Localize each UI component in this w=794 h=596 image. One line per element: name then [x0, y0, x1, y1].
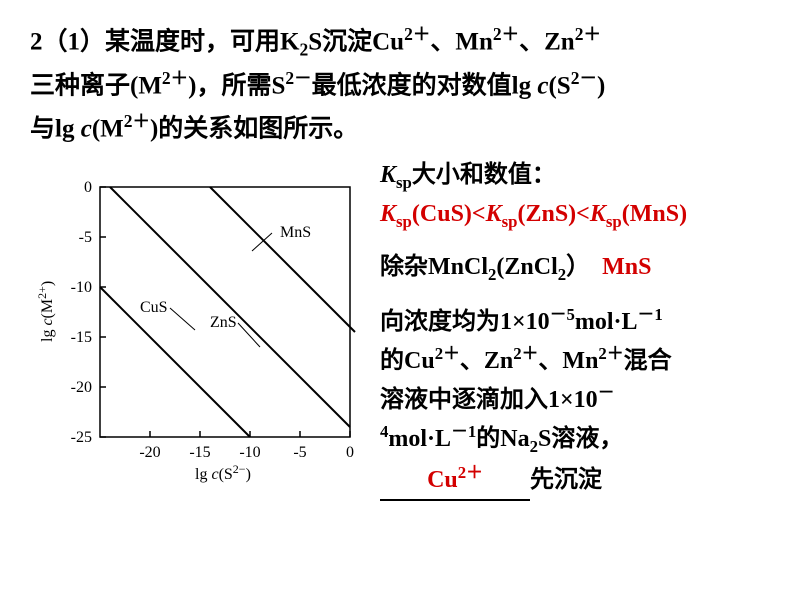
svg-text:0: 0 [346, 444, 354, 461]
svg-text:-20: -20 [139, 444, 160, 461]
ksp-heading: Ksp大小和数值： [380, 157, 687, 196]
answer-column: Ksp大小和数值： Ksp(CuS)<Ksp(ZnS)<Ksp(MnS) 除杂M… [370, 157, 687, 502]
mixture-text: 向浓度均为1×10－5mol·L－1 的Cu2＋、Zn2＋、Mn2＋混合 溶液中… [380, 302, 687, 502]
svg-text:-5: -5 [293, 444, 306, 461]
svg-text:0: 0 [84, 179, 92, 196]
svg-text:MnS: MnS [280, 224, 311, 241]
problem-statement: 2（1）某温度时，可用K2S沉淀Cu2＋、Mn2＋、Zn2＋ 三种离子(M2＋)… [30, 20, 764, 149]
ksp-relation: Ksp(CuS)<Ksp(ZnS)<Ksp(MnS) [380, 196, 687, 235]
svg-text:-10: -10 [239, 444, 260, 461]
solubility-chart: 0 -5 -10 -15 -20 -25 -20 -15 -10 -5 0 CuS ZnS MnS lg c… [30, 167, 370, 502]
svg-text:-15: -15 [71, 329, 92, 346]
svg-text:-25: -25 [71, 429, 92, 446]
answer-blank: Cu2＋ [380, 460, 530, 501]
impurity-answer: MnS [602, 254, 651, 280]
precipitate-answer: Cu2＋ [427, 467, 483, 493]
problem-number: 2 [30, 28, 43, 55]
svg-text:-15: -15 [189, 444, 210, 461]
svg-text:lg c(M2+): lg c(M2+) [35, 281, 56, 342]
svg-text:ZnS: ZnS [210, 314, 237, 331]
svg-text:lg c(S2−): lg c(S2−) [195, 462, 251, 483]
svg-text:-20: -20 [71, 379, 92, 396]
svg-text:CuS: CuS [140, 299, 168, 316]
svg-text:-5: -5 [79, 229, 92, 246]
impurity-line: 除杂MnCl2(ZnCl2） MnS [380, 249, 687, 288]
svg-text:-10: -10 [71, 279, 92, 296]
